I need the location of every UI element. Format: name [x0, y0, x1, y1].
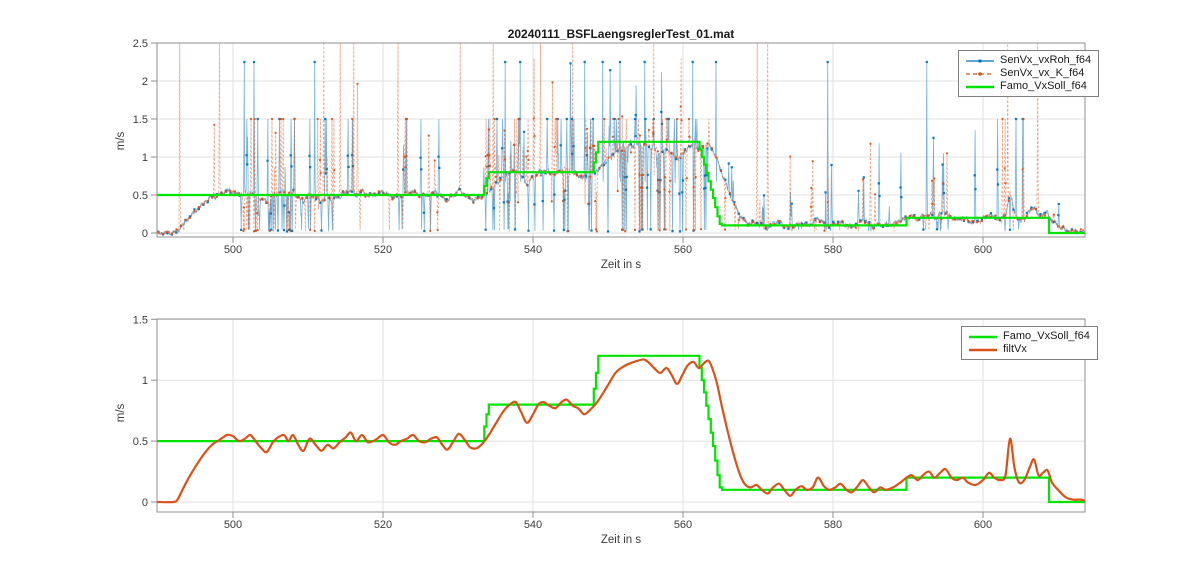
series-senvx_vx_k_f64-markers — [157, 81, 1083, 236]
bottom-chart-plot-box — [156, 318, 1086, 513]
top-chart-tick-label-y: 2.5 — [133, 38, 148, 50]
legend-entry-famo-vxsoll: Famo_VxSoll_f64 — [965, 80, 1091, 93]
series-famo-vxsoll-line — [157, 140, 1085, 235]
legend-entry-famo-vxsoll: Famo_VxSoll_f64 — [968, 330, 1090, 343]
green-line-icon — [966, 85, 994, 88]
legend-label: Famo_VxSoll_f64 — [1000, 80, 1087, 92]
top-chart-tick-label-y: 0 — [142, 228, 148, 240]
legend-entry-senvx-vx-k: SenVx_vx_K_f64 — [965, 67, 1091, 80]
series-famo-vxsoll-line — [157, 354, 1085, 504]
top-chart-tick-label-x: 560 — [674, 244, 692, 256]
top-chart-plot-box — [156, 42, 1086, 238]
bottom-chart-tick-label-y: 1 — [142, 375, 148, 387]
bottom-chart-tick-label-y: 0.5 — [133, 436, 148, 448]
bottom-x-axis-label: Zeit in s — [600, 534, 642, 546]
bottom-chart-tick-label-x: 560 — [674, 519, 692, 531]
series-filtvx-line — [157, 358, 1085, 504]
bottom-legend: Famo_VxSoll_f64 filtVx — [961, 326, 1098, 360]
top-x-axis-label: Zeit in s — [600, 259, 642, 271]
top-chart-tick-label-x: 600 — [974, 244, 992, 256]
legend-label: Famo_VxSoll_f64 — [1003, 330, 1090, 342]
series-senvx_vx_k_f64-line — [157, 43, 1085, 236]
legend-entry-senvx-vxroh: SenVx_vxRoh_f64 — [965, 54, 1091, 67]
bottom-y-axis-label: m/s — [115, 403, 127, 423]
top-chart-tick-label-y: 1 — [142, 152, 148, 164]
blue-line-square-marker-icon — [966, 59, 994, 62]
top-chart-tick-label-x: 500 — [224, 244, 242, 256]
top-chart-tick-label-y: 1.5 — [133, 114, 148, 126]
bottom-chart-tick-label-y: 1.5 — [133, 314, 148, 326]
orange-line-icon — [969, 348, 997, 351]
bottom-chart-tick-label-x: 580 — [824, 519, 842, 531]
top-chart-tick-label-y: 0.5 — [133, 190, 148, 202]
legend-label: SenVx_vxRoh_f64 — [1000, 54, 1092, 66]
bottom-chart-tick-label-y: 0 — [142, 497, 148, 509]
legend-entry-filtvx: filtVx — [968, 343, 1090, 356]
orange-dashed-dot-marker-icon — [966, 71, 994, 76]
top-legend: SenVx_vxRoh_f64 SenVx_vx_K_f64 Famo_VxSo… — [958, 50, 1100, 97]
bottom-chart-tick-label-x: 540 — [524, 519, 542, 531]
bottom-chart-tick-label-x: 500 — [224, 519, 242, 531]
legend-label: SenVx_vx_K_f64 — [1000, 67, 1085, 79]
top-chart-tick-label-x: 540 — [524, 244, 542, 256]
top-chart-tick-label-x: 580 — [824, 244, 842, 256]
top-y-axis-label: m/s — [115, 131, 127, 151]
top-chart-tick-label-y: 2 — [142, 76, 148, 88]
chart-title: 20240111_BSFLaengsreglerTest_01.mat — [507, 27, 735, 41]
legend-label: filtVx — [1003, 343, 1027, 355]
top-chart-tick-label-x: 520 — [374, 244, 392, 256]
bottom-chart-tick-label-x: 600 — [974, 519, 992, 531]
green-line-icon — [969, 335, 997, 338]
bottom-chart-tick-label-x: 520 — [374, 519, 392, 531]
